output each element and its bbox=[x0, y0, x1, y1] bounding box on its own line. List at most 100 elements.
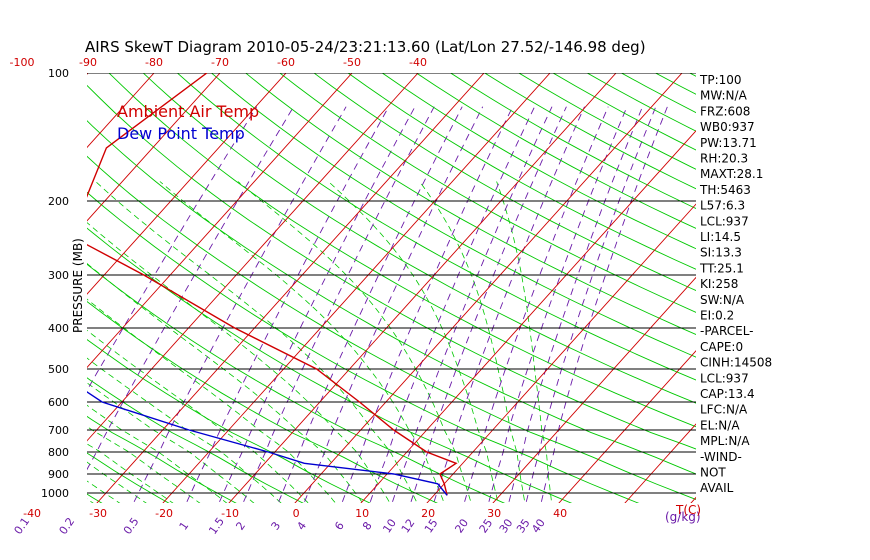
dry-adiabat-line bbox=[87, 263, 506, 503]
stability-index-item: MW:N/A bbox=[700, 89, 748, 103]
isotherm-line bbox=[87, 73, 287, 295]
dry-adiabat-line bbox=[347, 73, 696, 270]
mixing-ratio-line bbox=[278, 106, 463, 502]
stability-index-item: MAXT:28.1 bbox=[700, 167, 763, 181]
dry-adiabats bbox=[87, 0, 870, 510]
pressure-tick-label: 100 bbox=[48, 67, 69, 80]
dry-adiabat-line bbox=[654, 73, 696, 95]
top-axis-tick-labels: -120-110-100-90-80-70-60-50-40 bbox=[10, 56, 427, 69]
moist-adiabat-line bbox=[87, 461, 147, 503]
pressure-tick-label: 400 bbox=[48, 322, 69, 335]
stability-index-item: -PARCEL- bbox=[700, 324, 754, 338]
mixing-ratio-line bbox=[369, 106, 536, 502]
dry-adiabat-line bbox=[552, 73, 696, 151]
legend-ambient-air-temp: Ambient Air Temp bbox=[117, 102, 259, 121]
isotherm-line bbox=[87, 73, 419, 442]
moist-adiabat-line bbox=[0, 182, 25, 511]
stability-index-item: PW:13.71 bbox=[700, 136, 757, 150]
moist-adiabat-line bbox=[0, 182, 77, 511]
isotherm-line bbox=[87, 73, 155, 149]
mixing-ratio-line bbox=[341, 106, 514, 502]
sounding-series bbox=[87, 73, 458, 496]
moist-adiabat-line bbox=[87, 357, 282, 503]
bottom-axis-tick-label: 20 bbox=[421, 507, 435, 520]
mixing-ratio-line bbox=[219, 106, 416, 502]
dry-adiabat-line bbox=[449, 73, 696, 210]
stability-index-item: LI:14.5 bbox=[700, 230, 741, 244]
stability-index-item: TP:100 bbox=[699, 73, 742, 87]
dry-adiabat-line bbox=[765, 0, 870, 510]
stability-index-item: TT:25.1 bbox=[699, 261, 744, 275]
stability-index-item: L57:6.3 bbox=[700, 199, 745, 213]
dry-adiabat-line bbox=[735, 0, 870, 510]
mixing-ratio-line bbox=[464, 106, 609, 502]
dry-adiabat-line bbox=[279, 73, 696, 313]
dry-adiabat-line bbox=[87, 452, 170, 503]
dry-adiabat-line bbox=[87, 155, 696, 500]
moist-adiabat-line bbox=[87, 263, 364, 503]
mixing-ratio-label: 12 bbox=[399, 517, 418, 536]
moist-adiabat-line bbox=[87, 480, 121, 503]
isotherm-line bbox=[558, 350, 696, 503]
dry-adiabat-line bbox=[176, 73, 696, 381]
mixing-ratio-label: 10 bbox=[380, 517, 399, 536]
stability-index-item: WB0:937 bbox=[700, 120, 755, 134]
dry-adiabat-line bbox=[794, 0, 870, 510]
top-axis-tick-label: -80 bbox=[145, 56, 163, 69]
isotherm-line bbox=[294, 73, 683, 503]
mixing-ratio-line bbox=[186, 106, 390, 502]
mixing-ratio-line bbox=[392, 106, 553, 502]
pressure-tick-label: 900 bbox=[48, 468, 69, 481]
pressure-tick-label: 800 bbox=[48, 446, 69, 459]
pressure-tick-labels: 100 200 300 400 500 600 700 800 900 1000 bbox=[41, 67, 69, 500]
top-axis-tick-label: -40 bbox=[409, 56, 427, 69]
bottom-axis-tick-label: 40 bbox=[553, 507, 567, 520]
dry-adiabat-line bbox=[381, 73, 696, 250]
isotherm-line bbox=[162, 73, 551, 503]
isotherm-line bbox=[360, 130, 696, 503]
dry-adiabat-line bbox=[244, 73, 696, 335]
stability-index-item: EL:N/A bbox=[700, 418, 740, 432]
moist-adiabat-line bbox=[419, 181, 526, 503]
pressure-tick-label: 300 bbox=[48, 269, 69, 282]
moist-adiabat-line bbox=[87, 404, 228, 503]
moist-adiabat-line bbox=[0, 182, 51, 511]
stability-index-item: KI:258 bbox=[700, 277, 738, 291]
dew-point-temp-line bbox=[87, 391, 448, 496]
chart-title: AIRS SkewT Diagram 2010-05-24/23:21:13.6… bbox=[85, 38, 646, 56]
ambient-air-temp-line bbox=[87, 73, 458, 496]
moist-adiabat-line bbox=[87, 443, 174, 503]
mixing-ratio-label: 6 bbox=[332, 519, 347, 532]
mixing-ratio-line bbox=[525, 106, 657, 502]
moist-adiabat-line bbox=[328, 181, 499, 503]
isotherm-line bbox=[96, 73, 485, 503]
mixing-ratio-label: 0.5 bbox=[121, 515, 142, 537]
dry-adiabat-line bbox=[415, 73, 696, 229]
dry-adiabat-line bbox=[87, 415, 237, 503]
bottom-axis-tick-label: -20 bbox=[155, 507, 173, 520]
isotherm-line bbox=[87, 73, 221, 222]
stability-index-item: SW:N/A bbox=[700, 293, 745, 307]
moist-adiabat-line bbox=[87, 498, 94, 503]
dry-adiabat-line bbox=[87, 338, 371, 503]
moist-adiabat-line bbox=[159, 181, 445, 503]
stability-index-item: AVAIL bbox=[700, 481, 734, 495]
dry-adiabat-line bbox=[87, 191, 640, 503]
pressure-tick-label: 200 bbox=[48, 195, 69, 208]
legend-dew-point-temp: Dew Point Temp bbox=[117, 124, 245, 143]
pressure-tick-label: 500 bbox=[48, 363, 69, 376]
dry-adiabat-line bbox=[87, 227, 573, 503]
isotherms bbox=[87, 73, 696, 503]
isotherm-line bbox=[87, 73, 353, 369]
top-axis-tick-label: -50 bbox=[343, 56, 361, 69]
mixing-ratio-line bbox=[540, 106, 668, 502]
mixing-ratio-line bbox=[304, 106, 484, 502]
temperature-units-label: T(C) bbox=[675, 503, 701, 517]
stability-index-item: TH:5463 bbox=[699, 183, 751, 197]
moist-adiabat-line bbox=[87, 298, 337, 503]
isotherm-line bbox=[426, 203, 696, 503]
mixing-ratio-line bbox=[87, 106, 294, 471]
dry-adiabat-line bbox=[647, 0, 870, 510]
stability-index-item: EI:0.2 bbox=[700, 309, 734, 323]
